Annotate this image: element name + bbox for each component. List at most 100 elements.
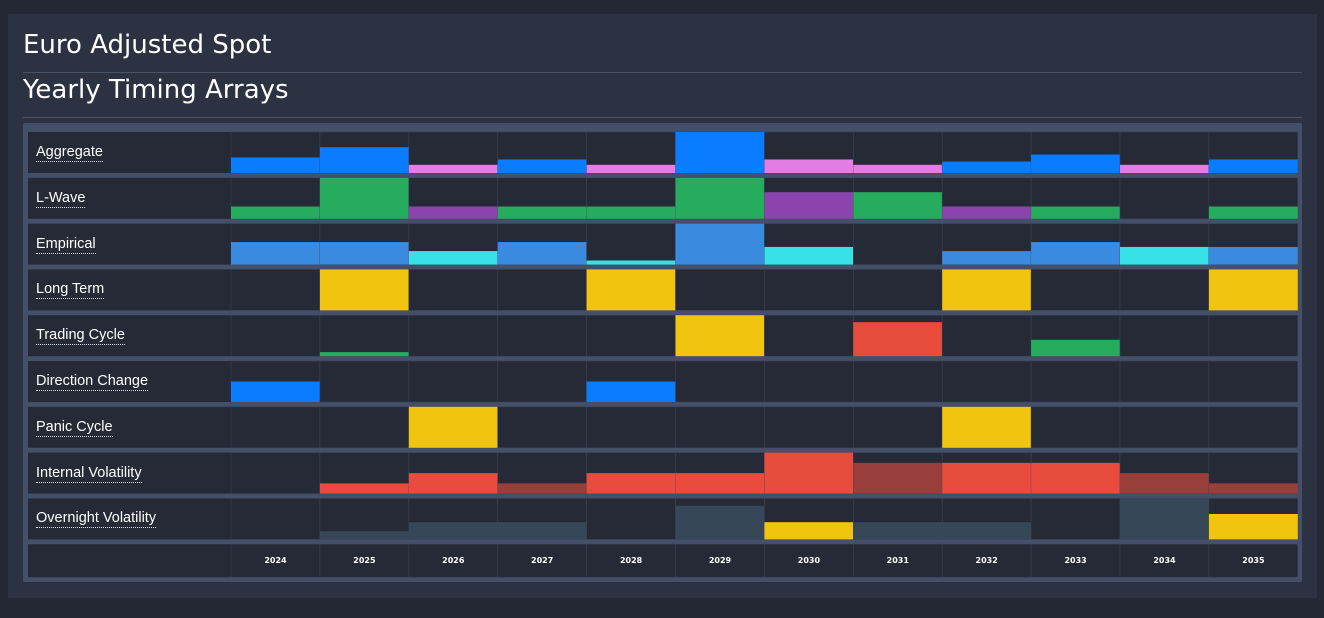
grid-cell [1208, 406, 1299, 449]
bar-overnight-volatility-2029 [675, 505, 765, 540]
grid-cell [497, 314, 587, 357]
row-label[interactable]: Internal Volatility [36, 464, 142, 483]
x-tick-label: 2031 [886, 556, 909, 566]
x-tick-label: 2024 [264, 556, 287, 566]
bar-l-wave-2029 [675, 177, 765, 219]
x-tick-label: 2029 [708, 556, 732, 566]
x-tick-label: 2034 [1153, 556, 1176, 566]
row-label[interactable]: Long Term [36, 281, 105, 300]
bar-l-wave-2024 [231, 206, 320, 219]
grid-cell [1030, 498, 1121, 540]
grid-cell [586, 498, 676, 540]
axis-cell [764, 543, 854, 578]
bar-panic-cycle-2032 [942, 406, 1032, 448]
bar-l-wave-2027 [497, 206, 587, 219]
grid-cell [1119, 177, 1210, 220]
bar-overnight-volatility-2025 [319, 531, 409, 540]
row-label-cell [28, 223, 231, 265]
subtitle-divider [23, 117, 1302, 118]
row-long-term [28, 269, 1299, 311]
x-tick-label: 2026 [442, 556, 465, 566]
bar-long-term-2025 [319, 269, 409, 311]
grid-cell [1030, 269, 1121, 311]
chart-title: Yearly Timing Arrays [23, 75, 289, 105]
bar-internal-volatility-2031 [853, 462, 943, 494]
bar-empirical-2035 [1208, 246, 1298, 265]
bar-aggregate-2027 [497, 159, 587, 173]
bar-l-wave-2030 [764, 192, 854, 219]
row-label-cell [28, 406, 231, 448]
row-label[interactable]: Empirical [36, 235, 96, 254]
row-label[interactable]: Trading Cycle [36, 327, 125, 346]
row-label-cell [28, 315, 231, 357]
bar-internal-volatility-2035 [1208, 483, 1298, 494]
grid-cell [230, 498, 321, 540]
bar-empirical-2034 [1120, 246, 1209, 265]
x-tick-label: 2027 [531, 556, 554, 566]
bar-empirical-2033 [1031, 242, 1120, 265]
axis-cell [408, 543, 498, 578]
grid-cell [852, 406, 943, 449]
bar-l-wave-2026 [408, 206, 498, 219]
axis-cell [319, 543, 410, 578]
grid-cell [941, 314, 1032, 357]
grid-cell [586, 223, 676, 265]
row-label[interactable]: Panic Cycle [36, 418, 113, 437]
row-internal-volatility [28, 452, 1299, 494]
bar-overnight-volatility-2027 [497, 522, 587, 540]
grid-cell [852, 223, 943, 265]
bar-l-wave-2033 [1031, 206, 1120, 219]
grid-cell [408, 360, 498, 403]
row-label-cell [28, 177, 231, 219]
bar-overnight-volatility-2026 [408, 522, 498, 540]
bar-overnight-volatility-2031 [853, 522, 943, 540]
row-label[interactable]: Direction Change [36, 373, 149, 391]
bar-internal-volatility-2033 [1031, 462, 1120, 494]
row-overnight-volatility [28, 498, 1299, 540]
bar-internal-volatility-2030 [764, 452, 854, 494]
axis-cell [675, 543, 765, 578]
bar-aggregate-2032 [942, 161, 1032, 173]
axis-cell [941, 543, 1032, 578]
row-label[interactable]: Overnight Volatility [36, 510, 157, 529]
bar-trading-cycle-2025 [319, 352, 409, 357]
bar-aggregate-2035 [1208, 159, 1298, 173]
bar-l-wave-2031 [853, 192, 943, 219]
bar-trading-cycle-2029 [675, 315, 765, 357]
bar-direction-change-2024 [231, 381, 320, 402]
bar-long-term-2035 [1208, 269, 1298, 311]
row-direction-change [28, 360, 1299, 403]
x-tick-label: 2035 [1242, 556, 1265, 566]
row-l-wave [28, 177, 1299, 220]
bar-panic-cycle-2026 [408, 406, 498, 448]
grid-cell [230, 269, 321, 311]
grid-cell [764, 314, 854, 357]
x-tick-label: 2033 [1064, 556, 1087, 566]
row-label[interactable]: L-Wave [36, 189, 86, 208]
grid-cell [1119, 360, 1210, 403]
grid-cell [497, 406, 587, 449]
bar-direction-change-2028 [586, 381, 676, 402]
bar-internal-volatility-2026 [408, 473, 498, 494]
title-divider [23, 72, 1302, 73]
row-label[interactable]: Aggregate [36, 144, 103, 162]
row-label-cell [28, 452, 231, 494]
bar-aggregate-2028 [586, 164, 676, 173]
bar-aggregate-2034 [1120, 164, 1209, 173]
bar-trading-cycle-2033 [1031, 339, 1120, 357]
x-tick-label: 2025 [353, 556, 376, 566]
bar-l-wave-2025 [319, 177, 409, 219]
grid-cell [319, 314, 410, 357]
axis-cell [230, 543, 321, 578]
grid-cell [675, 360, 765, 403]
grid-cell [1208, 360, 1299, 403]
grid-cell [1119, 314, 1210, 357]
bar-internal-volatility-2028 [586, 473, 676, 494]
bar-internal-volatility-2027 [497, 483, 587, 494]
bar-internal-volatility-2025 [319, 483, 409, 494]
bar-aggregate-2030 [764, 159, 854, 173]
grid-cell [1119, 269, 1210, 311]
row-label-cell [28, 269, 231, 311]
grid-cell [408, 314, 498, 357]
